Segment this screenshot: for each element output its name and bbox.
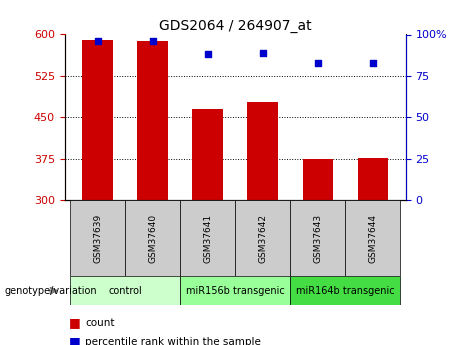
Bar [83, 40, 112, 200]
Text: miR156b transgenic: miR156b transgenic [186, 286, 284, 296]
Point [259, 50, 266, 56]
Bar [180, 276, 290, 305]
Text: miR164b transgenic: miR164b transgenic [296, 286, 395, 296]
Bar [70, 276, 180, 305]
Text: ■: ■ [69, 316, 81, 329]
Bar [235, 200, 290, 276]
Bar [290, 200, 345, 276]
Bar [70, 200, 125, 276]
Bar [137, 41, 168, 200]
Text: GSM37641: GSM37641 [203, 214, 212, 263]
Bar [345, 200, 400, 276]
Text: GSM37639: GSM37639 [93, 214, 102, 263]
Bar [290, 276, 400, 305]
Text: genotype/variation: genotype/variation [5, 286, 97, 296]
Text: percentile rank within the sample: percentile rank within the sample [85, 337, 261, 345]
Point [94, 38, 101, 44]
Title: GDS2064 / 264907_at: GDS2064 / 264907_at [159, 19, 312, 33]
Point [204, 52, 211, 57]
Text: control: control [108, 286, 142, 296]
Text: GSM37640: GSM37640 [148, 214, 157, 263]
Bar [302, 159, 333, 200]
Point [149, 38, 156, 44]
Bar [193, 109, 223, 200]
Point [369, 60, 376, 66]
Text: ■: ■ [69, 335, 81, 345]
Bar [358, 158, 388, 200]
Text: count: count [85, 318, 115, 327]
Text: GSM37644: GSM37644 [368, 214, 377, 263]
Text: GSM37642: GSM37642 [258, 214, 267, 263]
Bar [248, 102, 278, 200]
Text: GSM37643: GSM37643 [313, 214, 322, 263]
Point [314, 60, 321, 66]
Bar [180, 200, 235, 276]
Bar [125, 200, 180, 276]
